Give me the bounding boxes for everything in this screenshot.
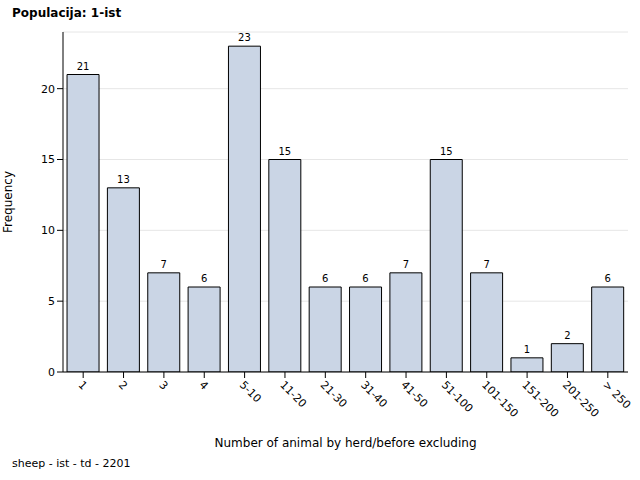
svg-text:11-20: 11-20 (277, 378, 309, 410)
svg-text:20: 20 (41, 83, 55, 96)
svg-text:1: 1 (524, 344, 530, 355)
svg-text:1: 1 (76, 378, 90, 392)
svg-text:151-200: 151-200 (519, 378, 561, 420)
svg-text:Number of animal by herd/befor: Number of animal by herd/before excludin… (215, 436, 477, 450)
svg-text:41-50: 41-50 (398, 378, 430, 410)
svg-text:Frequency: Frequency (8, 171, 15, 233)
svg-text:15: 15 (41, 153, 55, 166)
svg-text:10: 10 (41, 224, 55, 237)
svg-text:5-10: 5-10 (237, 378, 264, 405)
svg-text:23: 23 (238, 32, 251, 43)
svg-text:7: 7 (403, 259, 409, 270)
html-text:sheep - ist - td - 2201: sheep - ist - td - 2201 (12, 457, 131, 470)
svg-text:6: 6 (604, 273, 610, 284)
svg-text:> 250: > 250 (600, 378, 632, 411)
svg-text:2: 2 (116, 378, 130, 392)
svg-text:6: 6 (362, 273, 368, 284)
svg-text:101-150: 101-150 (479, 378, 521, 420)
svg-text:201-250: 201-250 (560, 378, 602, 420)
svg-text:31-40: 31-40 (358, 378, 390, 410)
svg-text:21-30: 21-30 (318, 378, 350, 410)
svg-text:15: 15 (440, 146, 453, 157)
svg-text:3: 3 (156, 378, 170, 392)
svg-text:15: 15 (278, 146, 291, 157)
svg-text:5: 5 (48, 295, 55, 308)
svg-text:2: 2 (564, 330, 570, 341)
svg-text:6: 6 (201, 273, 207, 284)
svg-text:7: 7 (161, 259, 167, 270)
html-text:Populacija: 1-ist: Populacija: 1-ist (12, 6, 122, 20)
svg-text:6: 6 (322, 273, 328, 284)
svg-text:7: 7 (483, 259, 489, 270)
svg-text:51-100: 51-100 (439, 378, 476, 415)
svg-text:4: 4 (197, 378, 211, 392)
svg-text:0: 0 (48, 366, 55, 379)
svg-text:21: 21 (77, 61, 90, 72)
svg-text:13: 13 (117, 174, 130, 185)
